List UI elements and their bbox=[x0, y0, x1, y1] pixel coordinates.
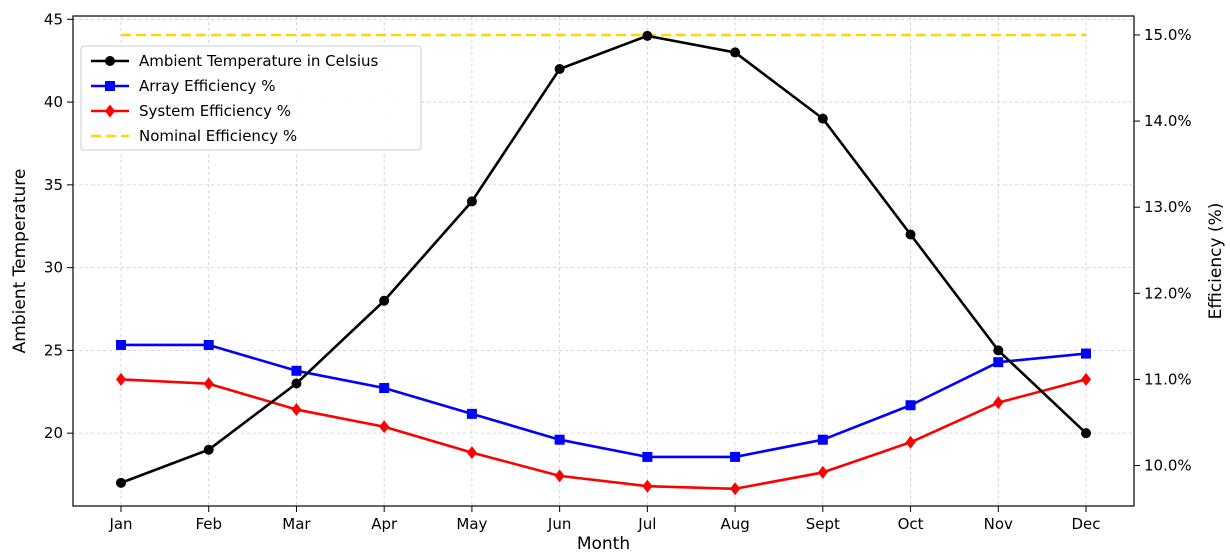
data-point bbox=[379, 383, 390, 394]
data-point bbox=[730, 47, 741, 58]
data-point bbox=[466, 446, 477, 460]
series-system-efficiency bbox=[116, 372, 1091, 496]
y-left-tick-label: 25 bbox=[44, 341, 63, 359]
data-point bbox=[203, 377, 214, 391]
x-tick-label: May bbox=[456, 515, 487, 533]
legend-marker bbox=[105, 81, 115, 91]
y-left-tick-label: 20 bbox=[44, 424, 63, 442]
plot-frame bbox=[72, 15, 1135, 507]
legend-label: Array Efficiency % bbox=[139, 77, 275, 95]
data-point bbox=[817, 113, 828, 124]
data-point bbox=[466, 408, 477, 419]
y-left-tick-label: 40 bbox=[44, 93, 63, 111]
data-point bbox=[116, 372, 126, 386]
data-point bbox=[1081, 428, 1091, 439]
y-right-tick-label: 13.0% bbox=[1144, 198, 1192, 216]
series-ambient-temperature-in-celsius bbox=[116, 30, 1091, 488]
y-right-tick-label: 10.0% bbox=[1144, 457, 1192, 475]
x-tick-label: Jun bbox=[547, 515, 571, 533]
x-tick-label: Mar bbox=[282, 515, 311, 533]
data-point bbox=[203, 444, 214, 455]
x-tick-label: Dec bbox=[1071, 515, 1100, 533]
y-axis-left-title: Ambient Temperature bbox=[10, 169, 30, 354]
series-array-efficiency bbox=[116, 339, 1091, 462]
y-right-tick-label: 12.0% bbox=[1144, 284, 1192, 302]
x-tick-label: Sept bbox=[806, 515, 840, 533]
legend-label: Ambient Temperature in Celsius bbox=[139, 52, 379, 70]
data-point bbox=[642, 479, 653, 493]
y-left-tick-label: 35 bbox=[44, 176, 63, 194]
data-point bbox=[554, 434, 565, 445]
x-axis-title: Month bbox=[577, 534, 630, 553]
data-point bbox=[291, 403, 302, 417]
x-tick-label: Feb bbox=[195, 515, 222, 533]
data-point bbox=[905, 435, 916, 449]
data-point bbox=[730, 482, 741, 496]
y-axis-right-title: Efficiency (%) bbox=[1206, 203, 1226, 320]
data-point bbox=[554, 63, 565, 74]
data-point bbox=[116, 339, 126, 350]
y-left-tick-label: 45 bbox=[44, 10, 63, 28]
data-point bbox=[817, 434, 828, 445]
data-point bbox=[905, 229, 916, 240]
x-tick-label: Oct bbox=[898, 515, 924, 533]
y-left-tick-label: 30 bbox=[44, 259, 63, 277]
x-axis: Jan Feb Mar Apr May Jun Jul Aug Sept Oct Nov Dec bbox=[108, 506, 1101, 533]
legend: Ambient Temperature in Celsius Array Effi… bbox=[80, 45, 422, 151]
data-point bbox=[379, 420, 390, 434]
data-point bbox=[203, 339, 214, 350]
legend-box bbox=[80, 45, 422, 151]
data-point bbox=[1081, 348, 1091, 359]
x-tick-label: Aug bbox=[720, 515, 749, 533]
series-line bbox=[121, 343, 1087, 459]
data-point bbox=[993, 396, 1004, 410]
data-point bbox=[291, 378, 302, 389]
data-point bbox=[1081, 372, 1091, 386]
y-right-tick-label: 15.0% bbox=[1144, 26, 1192, 44]
legend-label: System Efficiency % bbox=[139, 102, 291, 120]
data-point bbox=[466, 196, 477, 207]
data-point bbox=[642, 451, 653, 462]
data-point bbox=[993, 345, 1004, 356]
data-point bbox=[993, 357, 1004, 368]
y-axis-right: 10.0% 11.0% 12.0% 13.0% 14.0% 15.0% bbox=[1134, 26, 1192, 475]
data-point bbox=[554, 469, 565, 483]
data-point bbox=[730, 451, 741, 462]
legend-marker bbox=[105, 56, 115, 66]
legend-marker bbox=[105, 104, 115, 118]
series-line bbox=[120, 34, 1087, 485]
data-point bbox=[116, 477, 126, 488]
data-point bbox=[379, 295, 390, 306]
series-layer bbox=[116, 30, 1091, 496]
x-tick-label: Nov bbox=[984, 515, 1013, 533]
data-point bbox=[642, 30, 653, 41]
y-axis-left: 20 25 30 35 40 45 bbox=[44, 10, 73, 442]
data-point bbox=[817, 465, 828, 479]
series-line bbox=[120, 378, 1087, 491]
data-point bbox=[905, 400, 916, 411]
x-tick-label: Jan bbox=[108, 515, 132, 533]
x-tick-label: Apr bbox=[371, 515, 398, 533]
legend-label: Nominal Efficiency % bbox=[139, 127, 297, 145]
y-right-tick-label: 11.0% bbox=[1144, 370, 1192, 388]
x-tick-label: Jul bbox=[637, 515, 656, 533]
y-right-tick-label: 14.0% bbox=[1144, 112, 1192, 130]
data-point bbox=[291, 365, 302, 376]
